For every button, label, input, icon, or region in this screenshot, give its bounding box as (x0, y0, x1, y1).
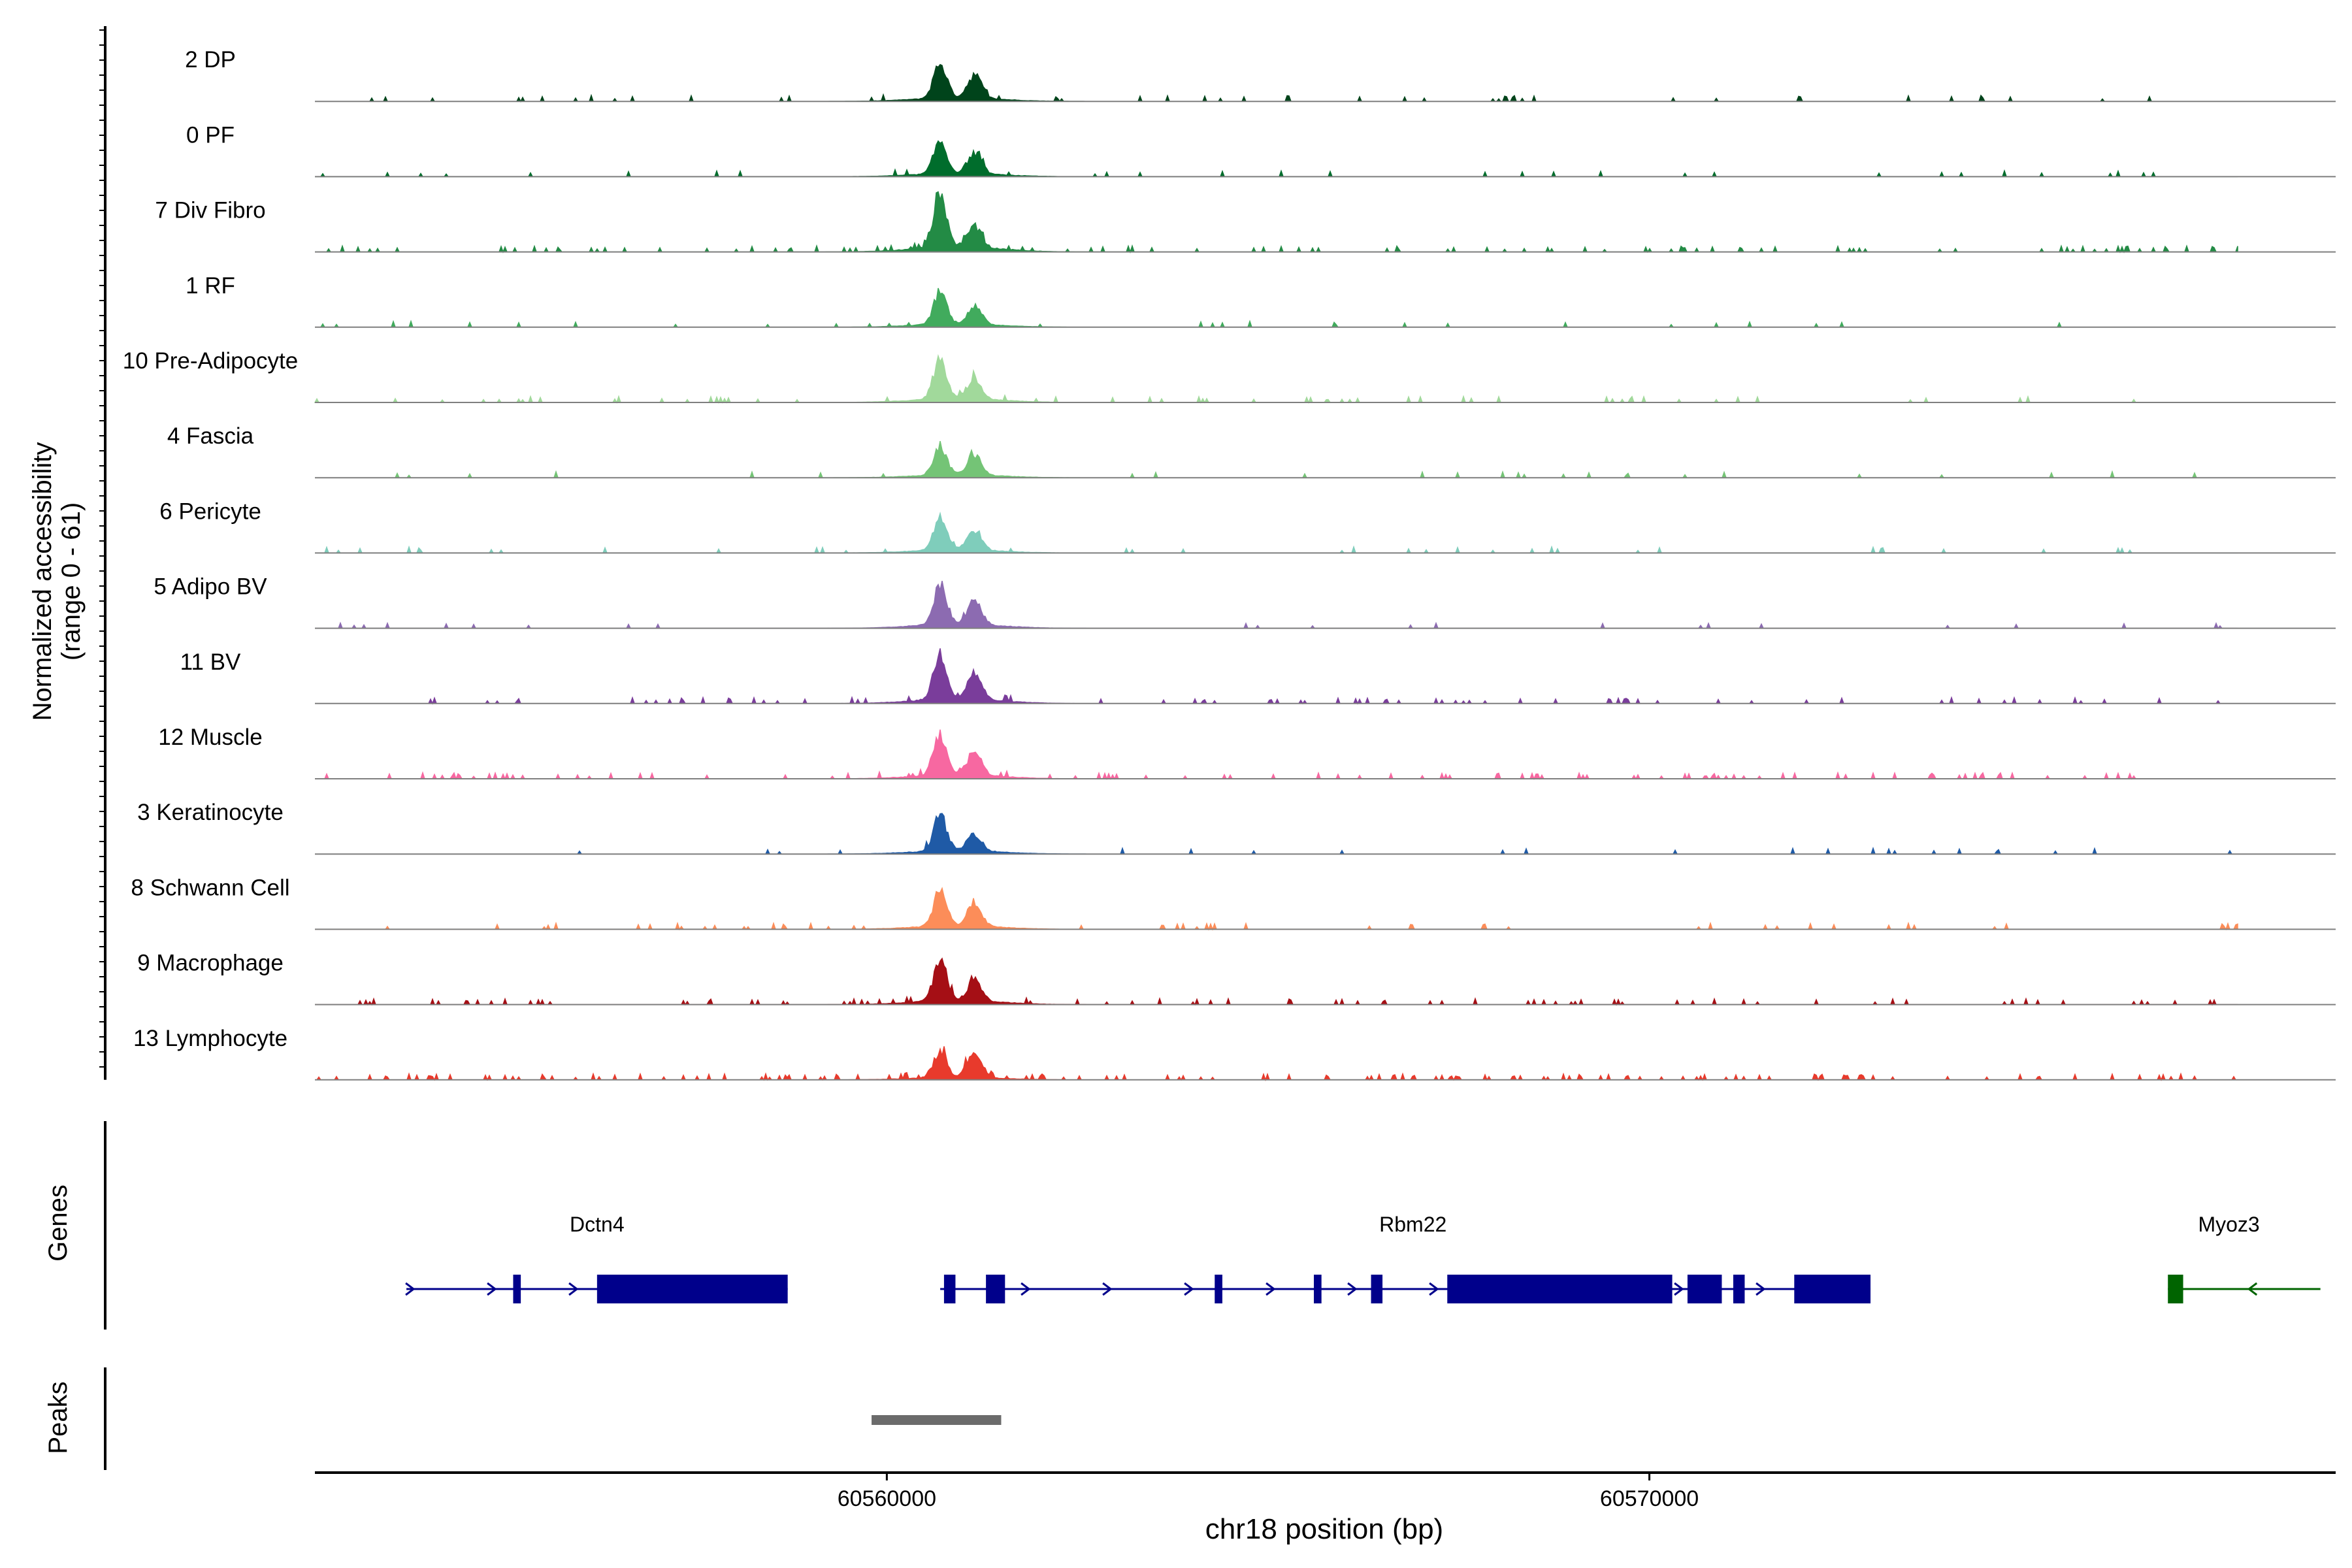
strand-arrow-icon (1021, 1282, 1031, 1296)
track-13: 9 Macrophage (137, 951, 2336, 1006)
coverage-area (315, 287, 2238, 328)
strand-arrow-icon (568, 1282, 579, 1296)
coverage-area (315, 648, 2238, 705)
track-10: 12 Muscle (158, 725, 2336, 781)
gene-exon (1215, 1275, 1222, 1303)
strand-arrow-icon (1674, 1282, 1684, 1296)
strand-arrow-icon (1347, 1282, 1358, 1296)
strand-arrow-icon (1102, 1282, 1113, 1296)
strand-arrow-icon (1429, 1282, 1439, 1296)
track-label: 4 Fascia (167, 423, 254, 449)
peaks-panel (104, 1367, 1002, 1470)
track-label: 8 Schwann Cell (131, 875, 289, 900)
track-11: 3 Keratinocyte (137, 800, 2336, 855)
strand-arrow-icon (405, 1282, 416, 1296)
x-tick-label: 60570000 (1600, 1486, 1699, 1511)
gene-exon (986, 1275, 1005, 1303)
track-4: 1 RF (186, 273, 2336, 328)
track-label: 7 Div Fibro (155, 198, 265, 223)
gene-exon (943, 1275, 956, 1303)
peaks-panel-label: Peaks (44, 1381, 73, 1454)
track-label: 3 Keratinocyte (137, 800, 284, 825)
coverage-area (315, 887, 2238, 931)
peak-region (872, 1415, 1002, 1425)
track-3: 7 Div Fibro (155, 191, 2336, 253)
y-axis-label-line1: Normalized accessibility (28, 442, 57, 721)
y-axis-label-line2: (range 0 - 61) (57, 502, 86, 661)
track-14: 13 Lymphocyte (133, 1026, 2336, 1082)
coverage-tracks: 2 DP 0 PF 7 Div Fibro 1 RF 10 Pre-Adipocyte 4… (123, 47, 2336, 1082)
gene-rbm22: Rbm22 (940, 1213, 1871, 1303)
gene-myoz3: Myoz3 (2168, 1213, 2321, 1303)
gene-exon (1733, 1275, 1745, 1303)
coverage-area (315, 63, 2238, 103)
gene-exon (2168, 1275, 2183, 1303)
gene-dctn4: Dctn4 (405, 1213, 788, 1303)
genes-panel-label: Genes (44, 1184, 73, 1262)
x-axis: 60560000 60570000 (315, 1471, 2336, 1511)
track-label: 9 Macrophage (137, 951, 284, 976)
track-6: 4 Fascia (167, 423, 2336, 479)
coverage-area (315, 511, 2238, 555)
gene-name: Dctn4 (570, 1213, 625, 1236)
track-label: 10 Pre-Adipocyte (123, 348, 298, 374)
coverage-area (315, 1046, 2238, 1082)
gene-name: Rbm22 (1379, 1213, 1446, 1236)
gene-exon (1447, 1275, 1673, 1303)
coverage-area (315, 140, 2238, 178)
track-label: 6 Pericyte (159, 498, 261, 524)
gene-exon (1794, 1275, 1871, 1303)
coverage-area (315, 813, 2238, 855)
track-2: 0 PF (186, 122, 2336, 178)
strand-arrow-icon (1184, 1282, 1194, 1296)
track-1: 2 DP (185, 47, 2336, 103)
track-label: 5 Adipo BV (154, 574, 267, 600)
coverage-area (315, 441, 2238, 478)
x-axis-label: chr18 position (bp) (1205, 1513, 1443, 1545)
strand-arrow-icon (2247, 1282, 2258, 1296)
track-12: 8 Schwann Cell (131, 875, 2336, 931)
track-label: 13 Lymphocyte (133, 1026, 287, 1051)
coverage-area (315, 729, 2238, 781)
track-label: 2 DP (185, 47, 236, 73)
track-8: 5 Adipo BV (154, 574, 2336, 630)
strand-arrow-icon (487, 1282, 497, 1296)
track-label: 11 BV (180, 649, 241, 675)
gene-name: Myoz3 (2198, 1213, 2259, 1236)
coverage-area (315, 957, 2238, 1006)
coverage-area (315, 581, 2238, 630)
track-label: 12 Muscle (158, 725, 263, 750)
track-5: 10 Pre-Adipocyte (123, 348, 2336, 404)
coverage-area (314, 354, 2238, 404)
track-9: 11 BV (180, 648, 2336, 705)
track-label: 0 PF (186, 122, 235, 148)
coverage-area (315, 191, 2238, 253)
gene-exon (596, 1275, 788, 1303)
gene-exon (513, 1275, 521, 1303)
strand-arrow-icon (1266, 1282, 1276, 1296)
gene-exon (1313, 1275, 1322, 1303)
gene-exon (1687, 1275, 1722, 1303)
y-axis (99, 26, 106, 1080)
x-tick-label: 60560000 (838, 1486, 936, 1511)
track-7: 6 Pericyte (159, 498, 2336, 555)
strand-arrow-icon (1756, 1282, 1766, 1296)
gene-exon (1371, 1275, 1383, 1303)
genes-panel: Dctn4 Rbm22 Myoz3 (104, 1121, 2321, 1330)
track-label: 1 RF (186, 273, 235, 299)
